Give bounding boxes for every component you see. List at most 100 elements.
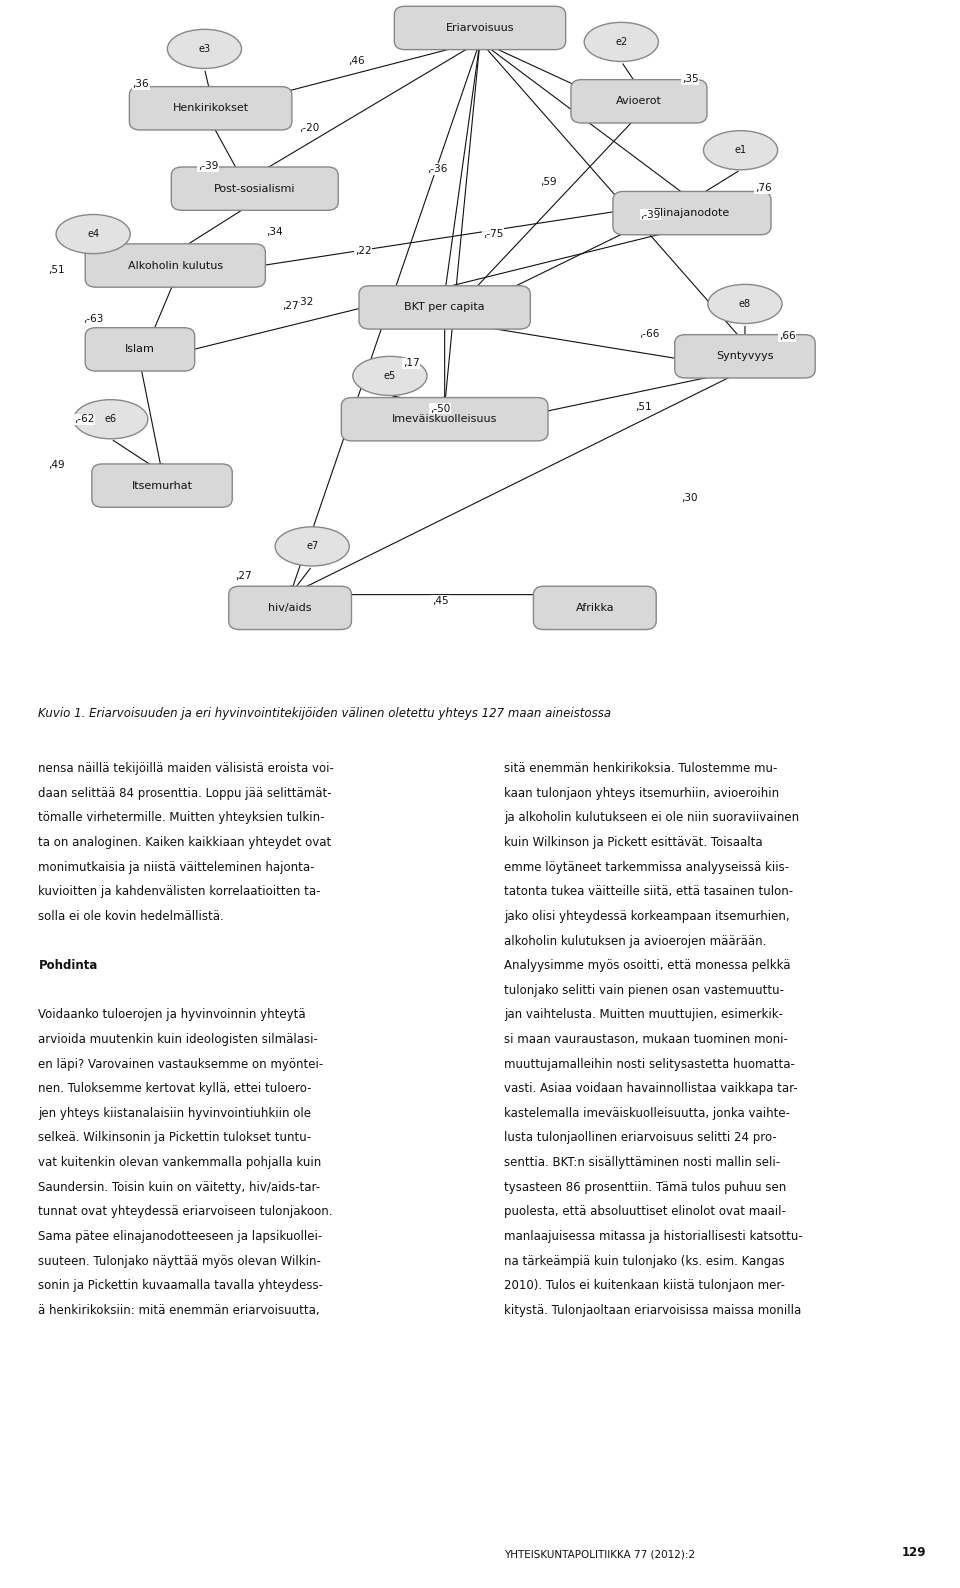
Text: ,-62: ,-62 xyxy=(74,414,94,424)
Text: e5: e5 xyxy=(384,372,396,381)
Text: BKT per capita: BKT per capita xyxy=(404,302,485,313)
Text: e1: e1 xyxy=(734,145,747,156)
Text: Eriarvoisuus: Eriarvoisuus xyxy=(445,22,515,33)
Text: arvioida muutenkin kuin ideologisten silmälasi-: arvioida muutenkin kuin ideologisten sil… xyxy=(38,1032,319,1046)
Text: en läpi? Varovainen vastauksemme on myöntei-: en läpi? Varovainen vastauksemme on myön… xyxy=(38,1058,324,1070)
Text: kaan tulonjaon yhteys itsemurhiin, avioeroihin: kaan tulonjaon yhteys itsemurhiin, avioe… xyxy=(504,786,780,800)
Text: ,27: ,27 xyxy=(282,302,299,311)
Ellipse shape xyxy=(167,29,242,68)
Text: lusta tulonjaollinen eriarvoisuus selitti 24 pro-: lusta tulonjaollinen eriarvoisuus selitt… xyxy=(504,1131,777,1145)
Text: kuvioitten ja kahdenvälisten korrelaatioitten ta-: kuvioitten ja kahdenvälisten korrelaatio… xyxy=(38,886,321,899)
Text: alkoholin kulutuksen ja avioerojen määrään.: alkoholin kulutuksen ja avioerojen määrä… xyxy=(504,934,766,948)
Text: Pohdinta: Pohdinta xyxy=(38,959,98,972)
Text: kastelemalla imeväiskuolleisuutta, jonka vaihte-: kastelemalla imeväiskuolleisuutta, jonka… xyxy=(504,1107,790,1120)
Ellipse shape xyxy=(708,284,782,324)
Text: nensa näillä tekijöillä maiden välisistä eroista voi-: nensa näillä tekijöillä maiden välisistä… xyxy=(38,762,334,775)
Text: hiv/aids: hiv/aids xyxy=(269,603,312,613)
Text: puolesta, että absoluuttiset elinolot ovat maail-: puolesta, että absoluuttiset elinolot ov… xyxy=(504,1205,786,1218)
Text: Syntyvyys: Syntyvyys xyxy=(716,351,774,362)
FancyBboxPatch shape xyxy=(675,335,815,378)
FancyBboxPatch shape xyxy=(612,192,771,235)
Text: Islam: Islam xyxy=(125,345,155,354)
Text: vat kuitenkin olevan vankemmalla pohjalla kuin: vat kuitenkin olevan vankemmalla pohjall… xyxy=(38,1156,322,1169)
Text: Sama pätee elinajanodotteeseen ja lapsikuollei-: Sama pätee elinajanodotteeseen ja lapsik… xyxy=(38,1229,323,1243)
Text: e7: e7 xyxy=(306,542,319,551)
Text: 129: 129 xyxy=(901,1547,926,1559)
Text: ,46: ,46 xyxy=(348,57,365,67)
Text: muuttujamalleihin nosti selitysastetta huomatta-: muuttujamalleihin nosti selitysastetta h… xyxy=(504,1058,795,1070)
Text: Post-sosialismi: Post-sosialismi xyxy=(214,184,296,194)
Text: monimutkaisia ja niistä väitteleminen hajonta-: monimutkaisia ja niistä väitteleminen ha… xyxy=(38,861,315,873)
Text: ,35: ,35 xyxy=(682,75,699,84)
Text: suuteen. Tulonjako näyttää myös olevan Wilkin-: suuteen. Tulonjako näyttää myös olevan W… xyxy=(38,1255,322,1267)
FancyBboxPatch shape xyxy=(171,167,338,210)
Text: Itsemurhat: Itsemurhat xyxy=(132,481,193,491)
Text: ,-66: ,-66 xyxy=(639,329,660,338)
Text: emme löytäneet tarkemmissa analyyseissä kiis-: emme löytäneet tarkemmissa analyyseissä … xyxy=(504,861,789,873)
Text: Afrikka: Afrikka xyxy=(575,603,614,613)
Ellipse shape xyxy=(353,356,427,395)
Text: Saundersin. Toisin kuin on väitetty, hiv/aids-tar-: Saundersin. Toisin kuin on väitetty, hiv… xyxy=(38,1181,321,1194)
FancyBboxPatch shape xyxy=(534,586,657,629)
Text: ,51: ,51 xyxy=(636,402,652,411)
Text: ta on analoginen. Kaiken kaikkiaan yhteydet ovat: ta on analoginen. Kaiken kaikkiaan yhtey… xyxy=(38,835,331,850)
Text: e4: e4 xyxy=(87,229,99,240)
Text: sonin ja Pickettin kuvaamalla tavalla yhteydess-: sonin ja Pickettin kuvaamalla tavalla yh… xyxy=(38,1280,324,1293)
Text: ,66: ,66 xyxy=(780,330,796,341)
Text: Kuvio 1. Eriarvoisuuden ja eri hyvinvointitekijöiden välinen oletettu yhteys 127: Kuvio 1. Eriarvoisuuden ja eri hyvinvoin… xyxy=(38,707,612,719)
Text: kuin Wilkinson ja Pickett esittävät. Toisaalta: kuin Wilkinson ja Pickett esittävät. Toi… xyxy=(504,835,762,850)
Text: Imeväiskuolleisuus: Imeväiskuolleisuus xyxy=(392,414,497,424)
Text: ,36: ,36 xyxy=(132,79,149,89)
FancyBboxPatch shape xyxy=(395,6,565,49)
Text: sitä enemmän henkirikoksia. Tulostemme mu-: sitä enemmän henkirikoksia. Tulostemme m… xyxy=(504,762,778,775)
Text: manlaajuisessa mitassa ja historiallisesti katsottu-: manlaajuisessa mitassa ja historiallises… xyxy=(504,1229,803,1243)
Text: jen yhteys kiistanalaisiin hyvinvointiuhkiin ole: jen yhteys kiistanalaisiin hyvinvointiuh… xyxy=(38,1107,311,1120)
Ellipse shape xyxy=(704,130,778,170)
Text: e6: e6 xyxy=(105,414,117,424)
Text: Elinajanodote: Elinajanodote xyxy=(654,208,731,218)
Ellipse shape xyxy=(276,527,349,565)
Text: ,-36: ,-36 xyxy=(427,164,447,175)
Text: ,34: ,34 xyxy=(266,227,282,237)
Text: solla ei ole kovin hedelmällistä.: solla ei ole kovin hedelmällistä. xyxy=(38,910,224,923)
Text: ,-39: ,-39 xyxy=(198,162,218,172)
Text: Analyysimme myös osoitti, että monessa pelkkä: Analyysimme myös osoitti, että monessa p… xyxy=(504,959,790,972)
Text: e3: e3 xyxy=(199,44,210,54)
Text: ,49: ,49 xyxy=(48,459,64,470)
Text: e8: e8 xyxy=(739,299,751,310)
Text: ,-63: ,-63 xyxy=(83,314,104,324)
Text: kitystä. Tulonjaoltaan eriarvoisissa maissa monilla: kitystä. Tulonjaoltaan eriarvoisissa mai… xyxy=(504,1304,802,1316)
Text: tömalle virhetermille. Muitten yhteyksien tulkin-: tömalle virhetermille. Muitten yhteyksie… xyxy=(38,811,324,824)
FancyBboxPatch shape xyxy=(359,286,530,329)
FancyBboxPatch shape xyxy=(85,245,265,287)
Ellipse shape xyxy=(56,214,131,254)
Text: jako olisi yhteydessä korkeampaan itsemurhien,: jako olisi yhteydessä korkeampaan itsemu… xyxy=(504,910,790,923)
Text: ,17: ,17 xyxy=(403,359,420,368)
FancyBboxPatch shape xyxy=(130,87,292,130)
Text: ,-32: ,-32 xyxy=(293,297,314,306)
Ellipse shape xyxy=(74,400,148,438)
Text: Alkoholin kulutus: Alkoholin kulutus xyxy=(128,260,223,270)
Text: ,45: ,45 xyxy=(432,596,448,607)
Text: ,76: ,76 xyxy=(756,183,772,194)
Text: ,22: ,22 xyxy=(355,246,372,256)
Text: tulonjako selitti vain pienen osan vastemuuttu-: tulonjako selitti vain pienen osan vaste… xyxy=(504,983,784,997)
Text: Avioerot: Avioerot xyxy=(616,97,661,106)
Text: selkeä. Wilkinsonin ja Pickettin tulokset tuntu-: selkeä. Wilkinsonin ja Pickettin tulokse… xyxy=(38,1131,312,1145)
Text: ja alkoholin kulutukseen ei ole niin suoraviivainen: ja alkoholin kulutukseen ei ole niin suo… xyxy=(504,811,799,824)
Text: ,51: ,51 xyxy=(48,265,64,275)
Text: si maan vauraustason, mukaan tuominen moni-: si maan vauraustason, mukaan tuominen mo… xyxy=(504,1032,788,1046)
FancyBboxPatch shape xyxy=(228,586,351,629)
Text: tatonta tukea väitteille siitä, että tasainen tulon-: tatonta tukea väitteille siitä, että tas… xyxy=(504,886,793,899)
Text: Henkirikokset: Henkirikokset xyxy=(173,103,249,113)
Text: ä henkirikoksiin: mitä enemmän eriarvoisuutta,: ä henkirikoksiin: mitä enemmän eriarvois… xyxy=(38,1304,320,1316)
Text: e2: e2 xyxy=(615,37,628,48)
Text: ,-20: ,-20 xyxy=(300,122,320,133)
Text: 2010). Tulos ei kuitenkaan kiistä tulonjaon mer-: 2010). Tulos ei kuitenkaan kiistä tulonj… xyxy=(504,1280,785,1293)
Ellipse shape xyxy=(585,22,659,62)
Text: ,-39: ,-39 xyxy=(640,210,660,219)
Text: ,30: ,30 xyxy=(681,494,698,503)
FancyBboxPatch shape xyxy=(85,327,195,372)
Text: Voidaanko tuloerojen ja hyvinvoinnin yhteytä: Voidaanko tuloerojen ja hyvinvoinnin yht… xyxy=(38,1008,306,1021)
Text: senttia. BKT:n sisällyttäminen nosti mallin seli-: senttia. BKT:n sisällyttäminen nosti mal… xyxy=(504,1156,780,1169)
